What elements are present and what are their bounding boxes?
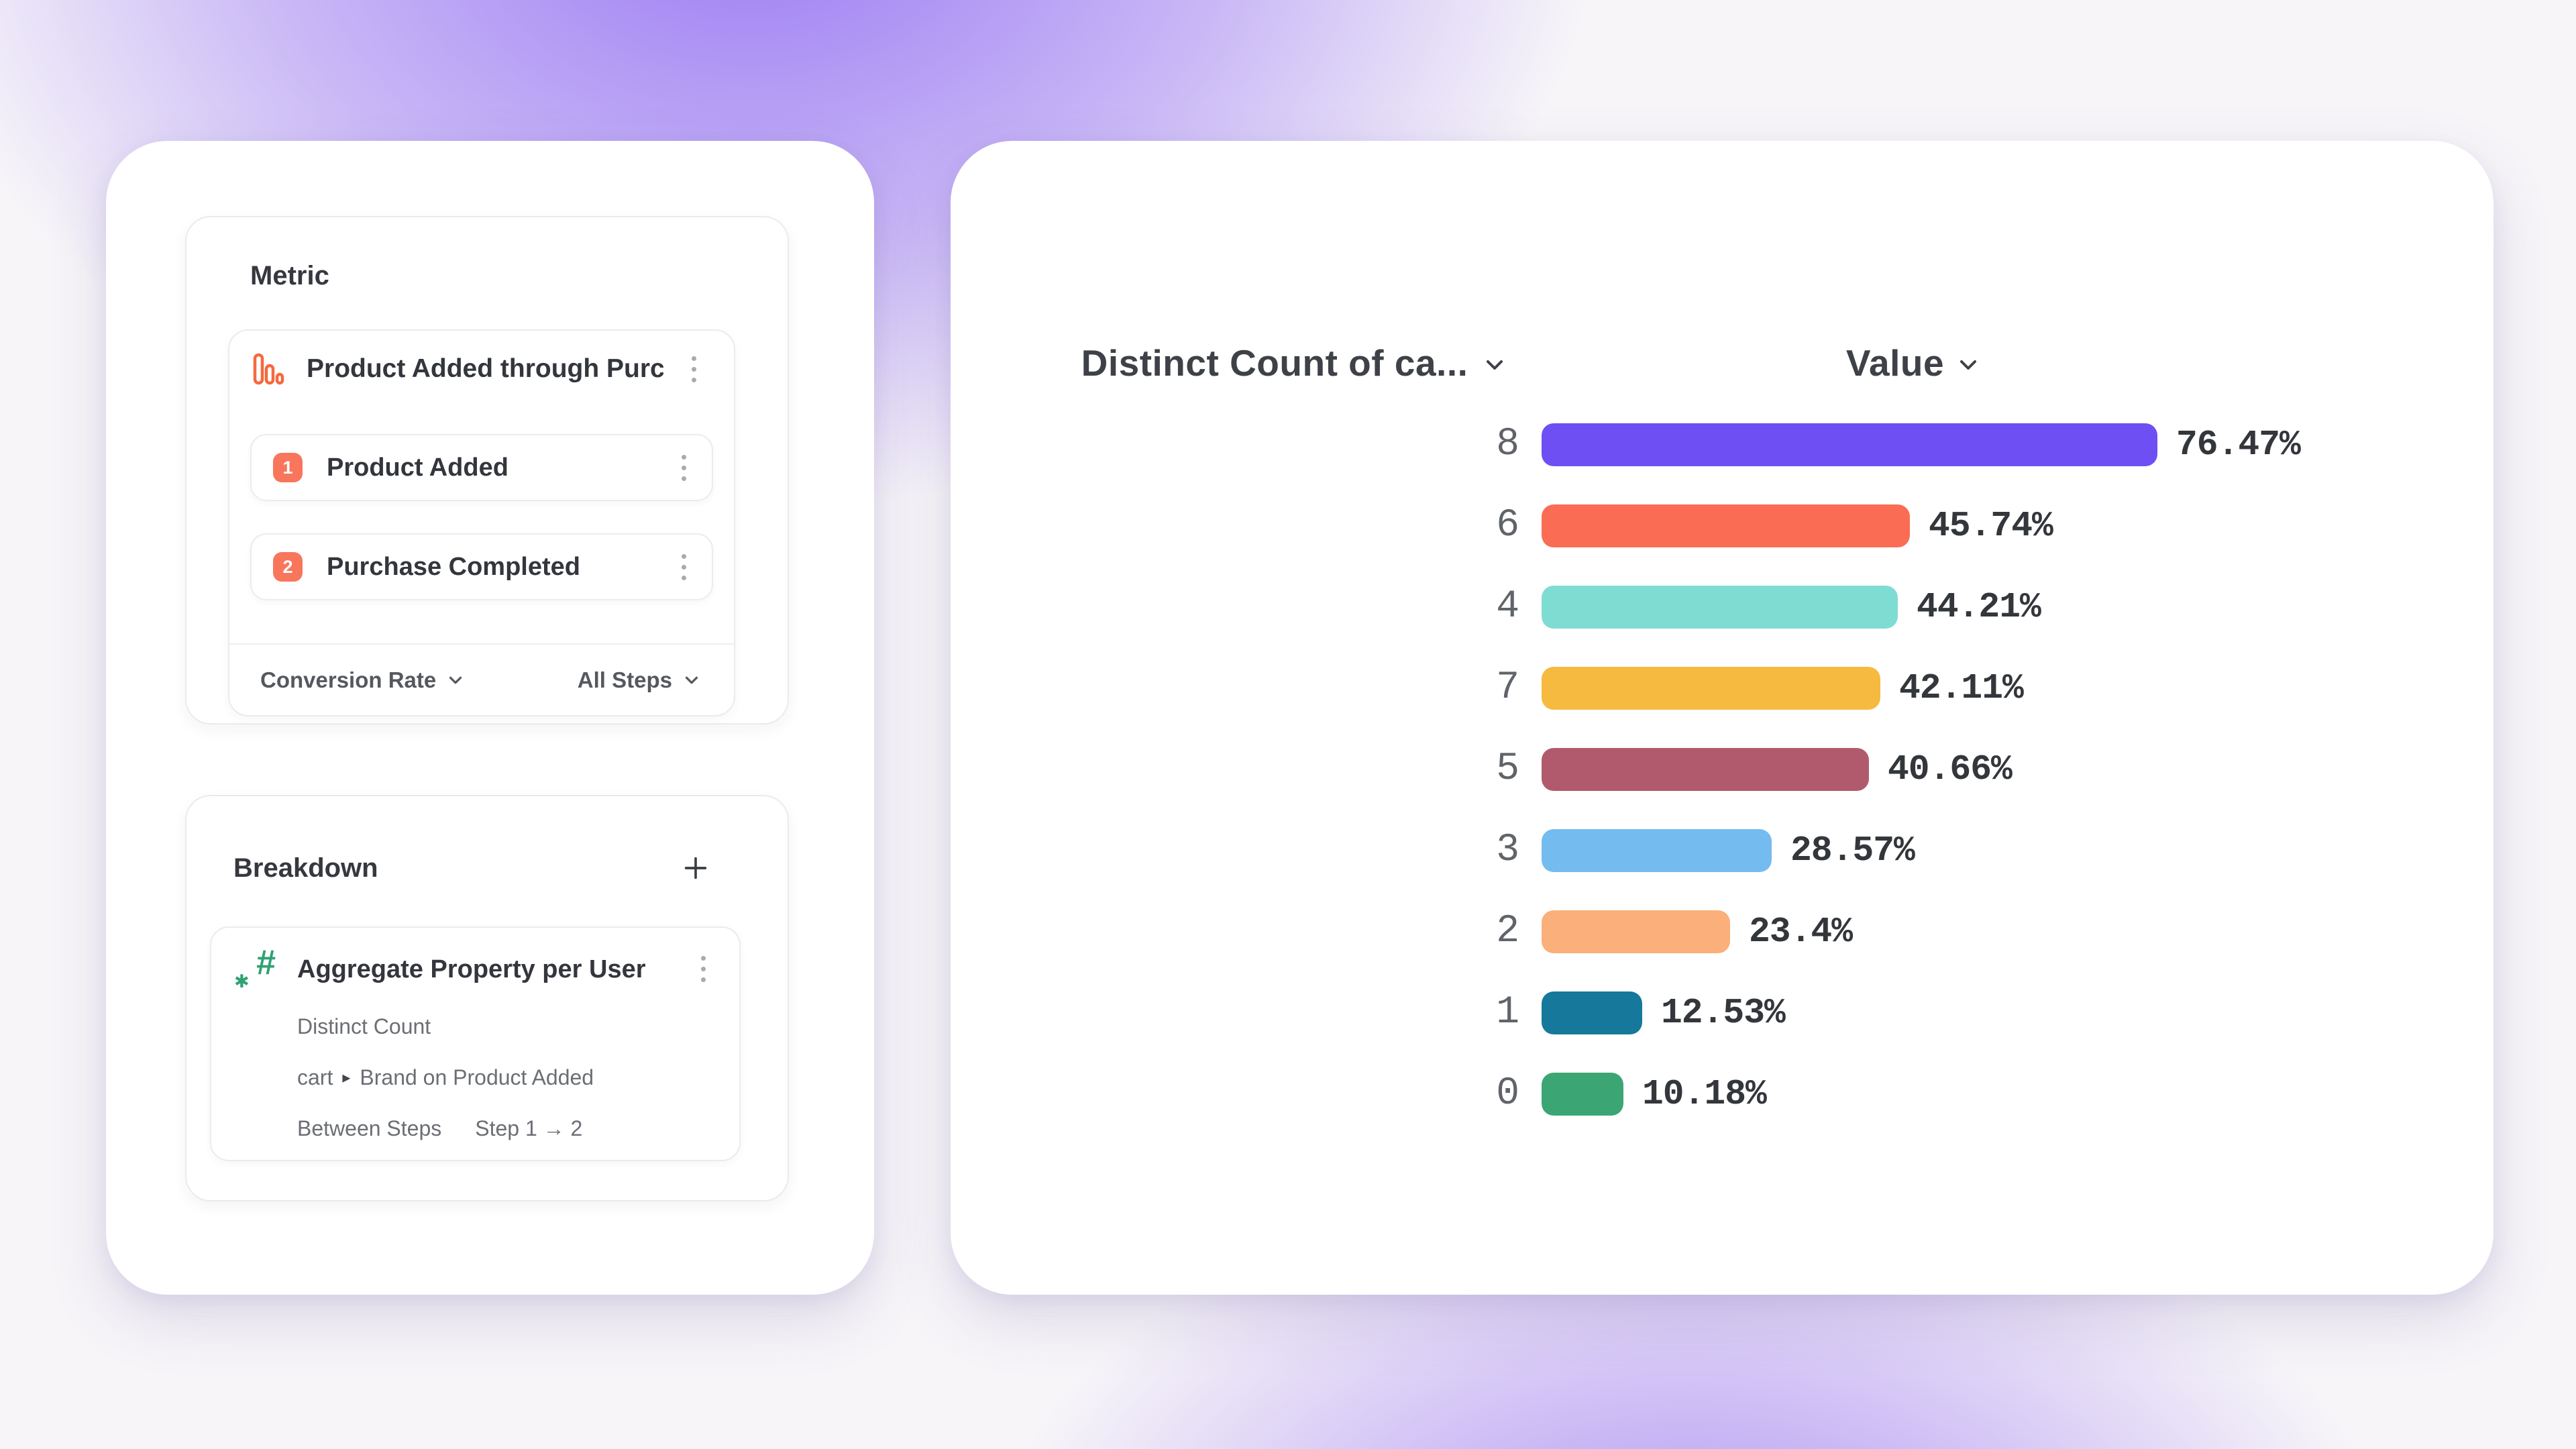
breakdown-item-name: Aggregate Property per User	[297, 955, 646, 983]
chart-bar-track: 23.4%	[1542, 910, 1853, 953]
scope-label: Between Steps	[297, 1116, 442, 1140]
chart-rows: 8 76.47% 6 45.74% 4 44.21%	[1070, 404, 2453, 1134]
chart-bar-track: 76.47%	[1542, 423, 2301, 466]
breakdown-property: cart ▸ Brand on Product Added	[297, 1065, 712, 1090]
plus-icon	[684, 857, 707, 879]
chart-row-category: 7	[1496, 666, 1519, 710]
chart-bar-value: 45.74%	[1929, 505, 2053, 546]
chart-bar[interactable]	[1542, 910, 1730, 953]
category-column-header[interactable]: Distinct Count of ca...	[1070, 341, 1519, 384]
property-prefix: cart	[297, 1065, 333, 1089]
chart-row-category: 4	[1496, 585, 1519, 629]
chart-bar-value: 10.18%	[1642, 1073, 1767, 1114]
chart-bar-track: 40.66%	[1542, 747, 2012, 791]
chart-bar-value: 12.53%	[1661, 992, 1786, 1033]
chart-row-category: 2	[1496, 910, 1519, 953]
chart-bar-track: 28.57%	[1542, 828, 1915, 872]
chart-row: 6 45.74%	[1070, 485, 2453, 566]
chart-bar-value: 76.47%	[2176, 424, 2301, 465]
metric-section-title: Metric	[250, 261, 329, 290]
query-builder-card: Metric Product Added through Purcha... 1…	[106, 141, 874, 1295]
chart-bar[interactable]	[1542, 504, 1910, 547]
chart-row: 8 76.47%	[1070, 404, 2453, 485]
chart-row: 2 23.4%	[1070, 891, 2453, 972]
chart-bar-value: 28.57%	[1790, 830, 1915, 871]
bar-chart: Distinct Count of ca... Value 8 76.47% 6	[1070, 341, 2453, 1134]
metric-section: Metric Product Added through Purcha... 1…	[185, 216, 789, 724]
chart-row: 0 10.18%	[1070, 1053, 2453, 1134]
chart-bar-track: 42.11%	[1542, 666, 2024, 710]
breakdown-scope: Between Steps Step 1 → 2	[297, 1116, 712, 1141]
step-label: Product Added	[327, 453, 508, 482]
chart-bar[interactable]	[1542, 585, 1898, 629]
funnel-step-2[interactable]: 2 Purchase Completed	[250, 533, 713, 600]
numeric-property-icon: # ✱	[234, 943, 276, 992]
property-suffix: Brand on Product Added	[360, 1065, 594, 1089]
funnel-bars-icon	[253, 353, 284, 385]
kebab-menu-icon[interactable]	[694, 951, 712, 987]
chart-row-category: 6	[1496, 504, 1519, 547]
funnel-steps: 1 Product Added 2 Purchase Completed	[229, 407, 734, 643]
chart-column-headers: Distinct Count of ca... Value	[1070, 341, 2453, 384]
breakdown-item[interactable]: # ✱ Aggregate Property per User Distinct…	[210, 926, 741, 1161]
step-number-badge: 2	[273, 552, 303, 582]
chevron-down-icon	[1960, 360, 1977, 370]
metric-item-header[interactable]: Product Added through Purcha...	[229, 331, 734, 407]
chart-row: 3 28.57%	[1070, 810, 2453, 891]
chart-row-category: 3	[1496, 828, 1519, 872]
chart-bar[interactable]	[1542, 747, 1869, 791]
chart-bar-value: 42.11%	[1899, 667, 2024, 708]
value-column-header[interactable]: Value	[1542, 341, 2286, 384]
chart-bar-track: 44.21%	[1542, 585, 2041, 629]
all-steps-label: All Steps	[577, 667, 672, 692]
chevron-down-icon	[685, 676, 698, 684]
step-label: Purchase Completed	[327, 552, 580, 581]
chevron-down-icon	[449, 676, 462, 684]
chart-card: Distinct Count of ca... Value 8 76.47% 6	[951, 141, 2493, 1295]
chart-row: 7 42.11%	[1070, 647, 2453, 729]
kebab-menu-icon[interactable]	[685, 351, 703, 388]
kebab-menu-icon[interactable]	[675, 449, 693, 486]
chart-bar[interactable]	[1542, 423, 2157, 466]
chart-bar[interactable]	[1542, 1072, 1623, 1116]
chart-bar-value: 44.21%	[1917, 586, 2041, 627]
chart-bar-value: 23.4%	[1749, 911, 1853, 952]
value-header-label: Value	[1845, 342, 1945, 384]
breakdown-header-row: Breakdown	[233, 850, 714, 886]
chart-row-category: 5	[1496, 747, 1519, 791]
kebab-menu-icon[interactable]	[675, 549, 693, 586]
step-number-badge: 1	[273, 453, 303, 482]
conversion-rate-dropdown[interactable]: Conversion Rate	[260, 667, 466, 693]
scope-value: Step 1 → 2	[475, 1116, 583, 1140]
chart-row: 1 12.53%	[1070, 972, 2453, 1053]
category-header-label: Distinct Count of ca...	[1081, 342, 1468, 384]
breakdown-aggregation: Distinct Count	[297, 1014, 431, 1038]
chart-bar-track: 45.74%	[1542, 504, 2053, 547]
breakdown-item-header: # ✱ Aggregate Property per User	[234, 943, 712, 992]
add-breakdown-button[interactable]	[678, 850, 714, 886]
metric-item-footer: Conversion Rate All Steps	[229, 643, 734, 715]
chart-row: 5 40.66%	[1070, 729, 2453, 810]
metric-item: Product Added through Purcha... 1 Produc…	[228, 329, 735, 716]
chart-bar[interactable]	[1542, 828, 1772, 872]
chart-bar-track: 12.53%	[1542, 991, 1786, 1034]
breakdown-section: Breakdown # ✱ Aggregate Property per Use…	[185, 795, 789, 1201]
chart-row-category: 1	[1496, 991, 1519, 1034]
chart-bar-track: 10.18%	[1542, 1072, 1767, 1116]
breakdown-section-title: Breakdown	[233, 853, 378, 883]
chart-bar-value: 40.66%	[1888, 749, 2012, 790]
caret-right-icon: ▸	[342, 1068, 351, 1087]
chart-bar[interactable]	[1542, 666, 1880, 710]
metric-item-name: Product Added through Purcha...	[307, 354, 663, 383]
all-steps-dropdown[interactable]: All Steps	[578, 667, 702, 693]
conversion-rate-label: Conversion Rate	[260, 667, 437, 692]
chart-row: 4 44.21%	[1070, 566, 2453, 647]
chart-bar[interactable]	[1542, 991, 1642, 1034]
funnel-step-1[interactable]: 1 Product Added	[250, 434, 713, 501]
chevron-down-icon	[1487, 360, 1503, 370]
chart-row-category: 0	[1496, 1072, 1519, 1116]
chart-row-category: 8	[1496, 423, 1519, 466]
